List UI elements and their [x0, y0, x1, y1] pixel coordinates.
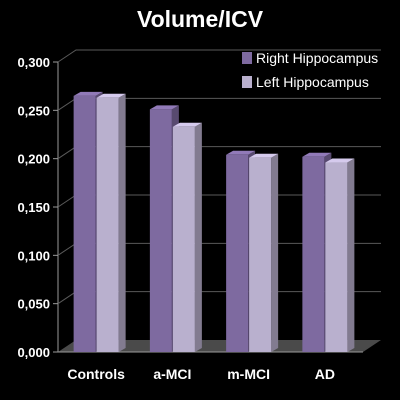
chart-floor [58, 340, 381, 352]
legend-swatch [242, 52, 252, 64]
legend-label: Right Hippocampus [256, 50, 378, 66]
y-tick-label: 0,200 [17, 152, 50, 167]
y-tick-label: 0,300 [17, 55, 50, 70]
legend-swatch [242, 76, 252, 88]
x-tick-label: Controls [67, 366, 125, 382]
y-tick-label: 0,000 [17, 345, 50, 360]
bar-left-a-mci [172, 122, 202, 353]
x-tick-label: AD [315, 366, 335, 382]
y-tick-label: 0,100 [17, 248, 50, 263]
y-gridline [57, 49, 381, 63]
legend-label: Left Hippocampus [256, 74, 369, 90]
bar-left-m-mci [249, 153, 279, 352]
y-tick-label: 0,050 [17, 297, 50, 312]
x-tick-label: m-MCI [227, 366, 270, 382]
y-tick-label: 0,150 [17, 200, 50, 215]
bar-left-controls [96, 93, 126, 353]
bar-left-ad [325, 158, 355, 352]
chart-title: Volume/ICV [136, 6, 264, 32]
x-tick-label: a-MCI [153, 366, 191, 382]
y-tick-label: 0,250 [17, 103, 50, 118]
